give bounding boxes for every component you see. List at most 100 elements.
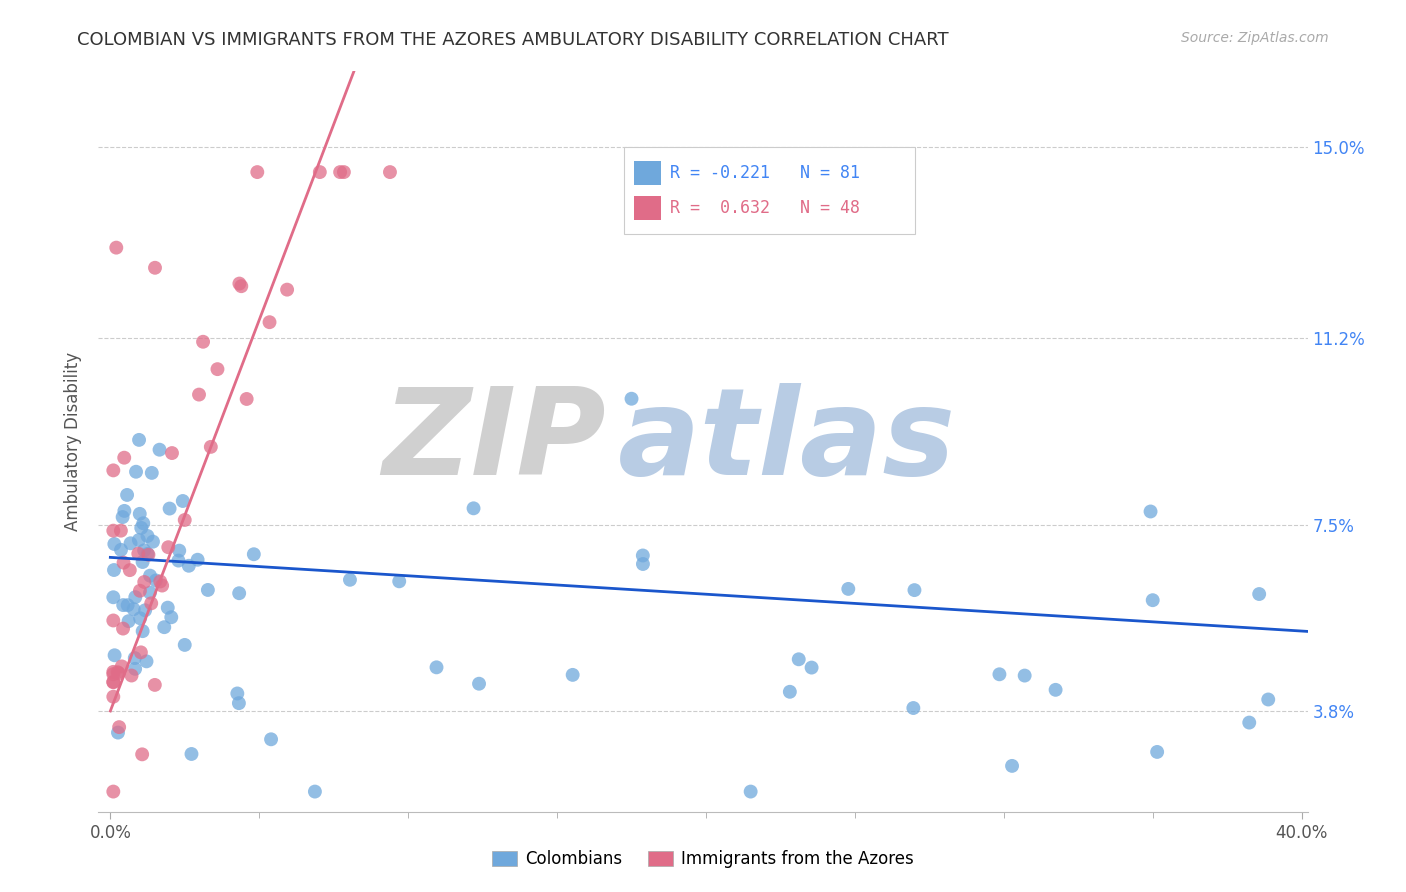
Point xyxy=(787,652,810,666)
Text: ZIP: ZIP xyxy=(382,383,606,500)
Point xyxy=(235,392,257,406)
Point xyxy=(103,675,125,690)
Point xyxy=(207,362,229,376)
Point xyxy=(388,574,411,589)
Point xyxy=(111,659,134,673)
Point xyxy=(226,686,249,700)
Point xyxy=(127,547,149,561)
Point xyxy=(129,645,152,659)
Point xyxy=(903,701,925,715)
Point xyxy=(103,690,125,704)
Point xyxy=(141,596,163,610)
Point xyxy=(1257,692,1279,706)
Point xyxy=(631,557,654,571)
Point xyxy=(333,165,356,179)
Point xyxy=(173,513,195,527)
Point xyxy=(160,610,183,624)
Point xyxy=(156,600,179,615)
Point xyxy=(339,573,361,587)
Point xyxy=(111,510,134,524)
Point xyxy=(150,578,173,592)
Point xyxy=(105,241,128,255)
Point xyxy=(231,279,253,293)
Point xyxy=(1249,587,1271,601)
Point xyxy=(128,433,150,447)
Point xyxy=(139,585,162,599)
Point xyxy=(132,516,155,531)
Point xyxy=(118,563,141,577)
Point xyxy=(112,504,135,518)
Point xyxy=(187,553,209,567)
Point xyxy=(228,696,250,710)
Point xyxy=(129,583,152,598)
Point xyxy=(122,602,145,616)
Point xyxy=(260,732,283,747)
Point xyxy=(112,556,135,570)
Point xyxy=(117,598,139,612)
Point xyxy=(160,446,183,460)
Point xyxy=(173,638,195,652)
Bar xyxy=(634,161,661,185)
Point xyxy=(112,622,135,636)
Point xyxy=(157,540,180,554)
Legend: Colombians, Immigrants from the Azores: Colombians, Immigrants from the Azores xyxy=(485,844,921,875)
Point xyxy=(112,598,135,612)
Point xyxy=(141,466,163,480)
Point xyxy=(1014,668,1036,682)
Point xyxy=(1146,745,1168,759)
Point xyxy=(308,165,330,179)
Point xyxy=(167,543,190,558)
Bar xyxy=(634,196,661,220)
Point xyxy=(246,165,269,179)
Point xyxy=(103,591,125,605)
Point xyxy=(145,574,167,588)
Point xyxy=(620,392,643,406)
Point xyxy=(103,614,125,628)
Point xyxy=(131,555,153,569)
Point xyxy=(837,582,859,596)
Point xyxy=(468,676,491,690)
Text: Source: ZipAtlas.com: Source: ZipAtlas.com xyxy=(1181,31,1329,45)
Point xyxy=(561,668,583,682)
Text: R =  0.632   N = 48: R = 0.632 N = 48 xyxy=(671,199,860,218)
Point xyxy=(167,553,190,567)
Point xyxy=(107,666,129,681)
Point xyxy=(131,747,153,762)
Point xyxy=(131,624,153,639)
Point xyxy=(107,725,129,739)
Point xyxy=(180,747,202,761)
Point xyxy=(378,165,401,179)
Point xyxy=(903,583,925,598)
Point xyxy=(1045,682,1067,697)
Point xyxy=(134,603,156,617)
Point xyxy=(1001,759,1024,773)
Point xyxy=(142,534,165,549)
Text: COLOMBIAN VS IMMIGRANTS FROM THE AZORES AMBULATORY DISABILITY CORRELATION CHART: COLOMBIAN VS IMMIGRANTS FROM THE AZORES … xyxy=(77,31,949,49)
Point xyxy=(1239,715,1261,730)
Point xyxy=(121,668,143,682)
Point xyxy=(103,463,125,477)
Point xyxy=(779,685,801,699)
Point xyxy=(134,543,156,558)
Point xyxy=(129,611,152,625)
Point xyxy=(110,542,132,557)
Point xyxy=(143,260,166,275)
FancyBboxPatch shape xyxy=(624,147,915,235)
Point xyxy=(107,665,129,680)
Point xyxy=(120,536,142,550)
Point xyxy=(112,450,135,465)
Point xyxy=(128,533,150,547)
Point xyxy=(304,784,326,798)
Point xyxy=(159,501,181,516)
Point xyxy=(136,529,159,543)
Point xyxy=(800,660,823,674)
Point xyxy=(228,586,250,600)
Point xyxy=(149,574,172,589)
Point xyxy=(188,387,211,401)
Point xyxy=(139,568,162,582)
Point xyxy=(128,507,150,521)
Point xyxy=(135,654,157,668)
Point xyxy=(138,548,160,562)
Text: R = -0.221   N = 81: R = -0.221 N = 81 xyxy=(671,164,860,182)
Point xyxy=(988,667,1011,681)
